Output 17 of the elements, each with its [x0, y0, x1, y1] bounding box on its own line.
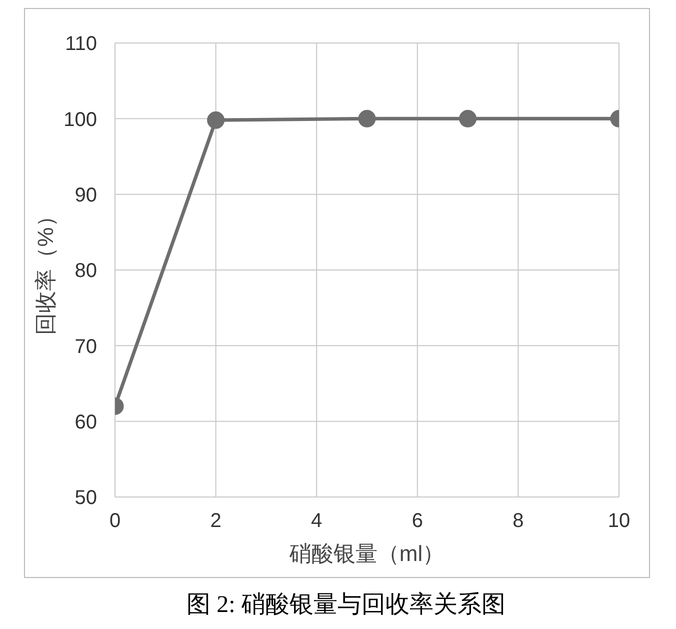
y-tick-label: 60: [74, 411, 97, 434]
point: [358, 110, 376, 128]
x-tick-label: 10: [608, 510, 630, 532]
x-tick-label: 8: [512, 510, 524, 532]
y-tick-label: 70: [74, 336, 97, 358]
x-tick-label: 0: [109, 510, 121, 532]
y-tick-label: 80: [74, 260, 97, 282]
y-tick-label: 50: [74, 487, 97, 510]
x-tick-label: 2: [210, 510, 222, 532]
x-tick-label: 6: [412, 510, 423, 532]
y-axis-title: 回收率（%）: [32, 205, 58, 335]
y-tick-label: 100: [64, 108, 97, 131]
x-axis-title: 硝酸银量（ml）: [288, 541, 445, 566]
x-tick-label: 4: [311, 510, 322, 532]
y-tick-label: 90: [74, 184, 97, 206]
y-tick-label: 110: [65, 33, 97, 56]
caption: 图 2: 硝酸银量与回收率关系图: [186, 590, 506, 620]
